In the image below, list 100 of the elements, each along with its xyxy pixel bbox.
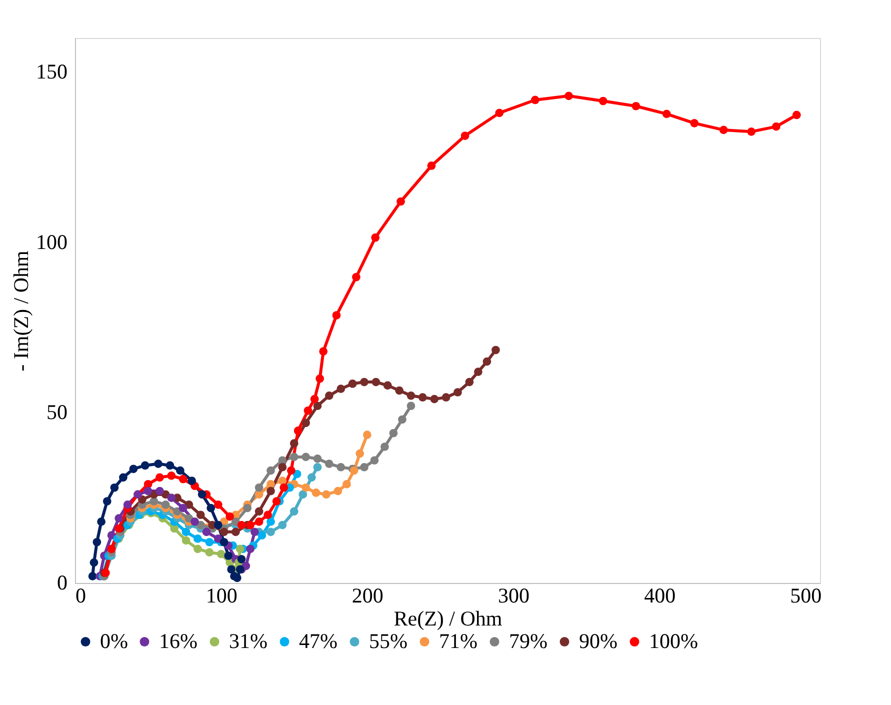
- point: [336, 384, 346, 394]
- point: [342, 480, 351, 488]
- point: [287, 466, 296, 475]
- point: [278, 476, 287, 485]
- point: [383, 381, 392, 390]
- point: [202, 528, 211, 536]
- point: [182, 536, 190, 545]
- point: [360, 463, 368, 472]
- point: [161, 500, 170, 509]
- point: [214, 534, 222, 543]
- point: [319, 347, 328, 356]
- point: [194, 534, 202, 543]
- point: [465, 378, 474, 386]
- legend-label: 71%: [439, 628, 478, 653]
- point: [362, 430, 372, 440]
- point: [88, 572, 97, 580]
- point: [178, 474, 188, 484]
- point: [166, 461, 174, 470]
- point: [214, 500, 222, 509]
- point: [747, 127, 756, 136]
- point: [237, 520, 246, 530]
- legend-label: 55%: [369, 628, 408, 653]
- point: [170, 524, 179, 533]
- point: [302, 452, 310, 462]
- point: [182, 528, 190, 536]
- point: [427, 162, 436, 170]
- point: [227, 565, 236, 574]
- point: [313, 454, 322, 463]
- x-tick-label: 400: [644, 584, 676, 608]
- point: [690, 118, 699, 128]
- point: [495, 108, 504, 118]
- point: [442, 393, 450, 402]
- legend-label: 47%: [299, 628, 338, 653]
- point: [406, 402, 416, 410]
- point: [316, 374, 324, 383]
- point: [312, 488, 320, 497]
- point: [232, 574, 242, 582]
- point: [290, 439, 298, 448]
- point: [772, 122, 780, 131]
- point: [334, 486, 342, 496]
- point: [167, 472, 176, 480]
- point: [236, 544, 244, 554]
- point: [598, 96, 608, 106]
- point: [324, 460, 334, 468]
- point: [454, 388, 462, 396]
- point: [196, 510, 205, 520]
- legend-label: 79%: [509, 628, 548, 653]
- point: [198, 490, 206, 499]
- legend-label: 90%: [579, 628, 618, 653]
- x-axis-title: Re(Z) / Ohm: [394, 606, 502, 630]
- point: [324, 391, 334, 400]
- x-tick-label: 100: [206, 584, 238, 608]
- y-tick-label: 50: [46, 400, 68, 424]
- point: [97, 518, 106, 526]
- point: [336, 463, 346, 472]
- point: [114, 514, 124, 522]
- point: [243, 504, 252, 512]
- point: [370, 456, 379, 465]
- point: [206, 504, 216, 512]
- point: [190, 518, 199, 526]
- point: [102, 497, 112, 506]
- point: [144, 486, 152, 496]
- point: [194, 544, 202, 554]
- point: [178, 504, 188, 512]
- point: [119, 473, 128, 482]
- point: [662, 110, 671, 118]
- point: [110, 483, 119, 492]
- point: [371, 233, 380, 242]
- point: [123, 500, 132, 509]
- point: [356, 449, 364, 458]
- point: [395, 386, 404, 395]
- point: [332, 311, 341, 320]
- point: [254, 518, 264, 526]
- point: [266, 480, 275, 488]
- point: [278, 456, 287, 465]
- legend-label: 16%: [159, 628, 198, 653]
- point: [156, 486, 164, 496]
- point: [188, 476, 196, 485]
- point: [90, 558, 98, 567]
- x-tick-label: 500: [790, 584, 822, 608]
- point: [290, 452, 298, 462]
- legend-label: 100%: [649, 628, 698, 653]
- point: [226, 512, 234, 521]
- point: [310, 394, 319, 404]
- point: [278, 463, 287, 472]
- point: [398, 415, 406, 424]
- point: [205, 548, 214, 557]
- point: [167, 494, 176, 502]
- point: [406, 391, 416, 400]
- point: [564, 92, 573, 100]
- point: [294, 426, 302, 435]
- point: [460, 132, 470, 140]
- point: [246, 520, 254, 530]
- point: [176, 466, 184, 475]
- point: [380, 442, 389, 451]
- point: [389, 428, 398, 438]
- point: [266, 518, 275, 526]
- point: [266, 528, 275, 536]
- point: [156, 473, 164, 482]
- x-tick-label: 300: [498, 584, 530, 608]
